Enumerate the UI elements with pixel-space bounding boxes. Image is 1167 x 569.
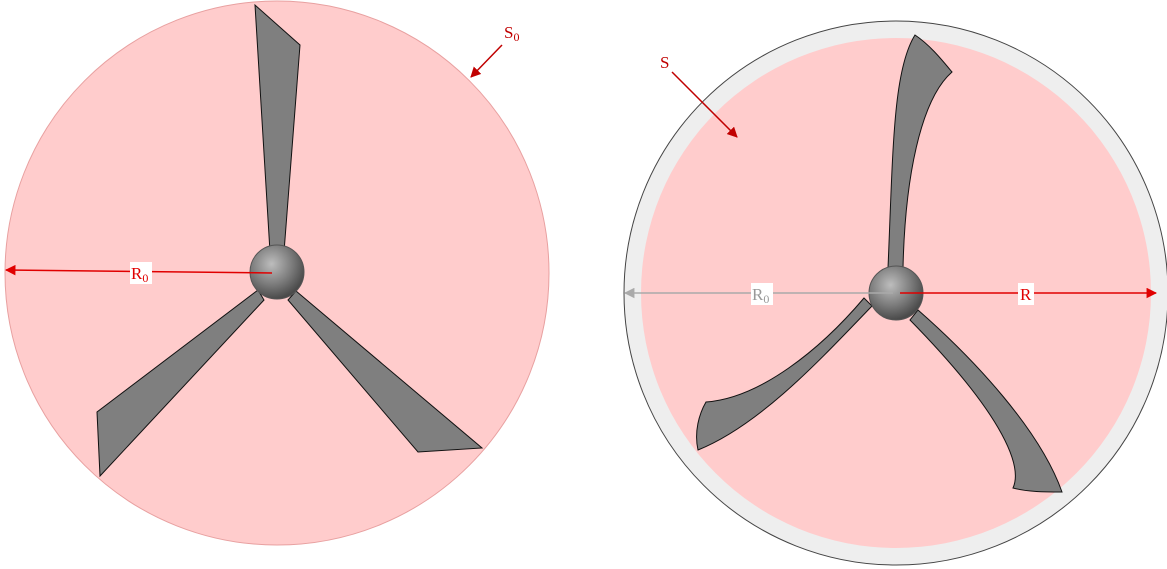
outer-radius-label: R0 [752, 285, 769, 306]
label-sub: 0 [763, 292, 769, 306]
area-label: S [660, 53, 669, 72]
blade [909, 309, 1063, 493]
label-bg [1018, 283, 1034, 305]
label-main: S [504, 23, 513, 42]
right-rotor: R0 R S [623, 20, 1167, 566]
label-main: R [752, 285, 764, 304]
blade [887, 34, 953, 269]
label-main: R [131, 264, 143, 283]
blade [287, 290, 484, 453]
label-sub: 0 [513, 30, 519, 44]
area-arrow [671, 71, 738, 138]
label-bg [130, 262, 152, 284]
label-sub: 0 [142, 271, 148, 285]
hub [249, 244, 305, 300]
area-arrow [470, 44, 503, 78]
blade [96, 289, 265, 478]
radius-label: R [1020, 285, 1032, 304]
radius-label: R0 [131, 264, 148, 285]
blade [696, 297, 873, 451]
label-bg [751, 283, 773, 305]
area-label: S0 [504, 23, 519, 44]
left-rotor: R0 S0 [4, 0, 550, 546]
